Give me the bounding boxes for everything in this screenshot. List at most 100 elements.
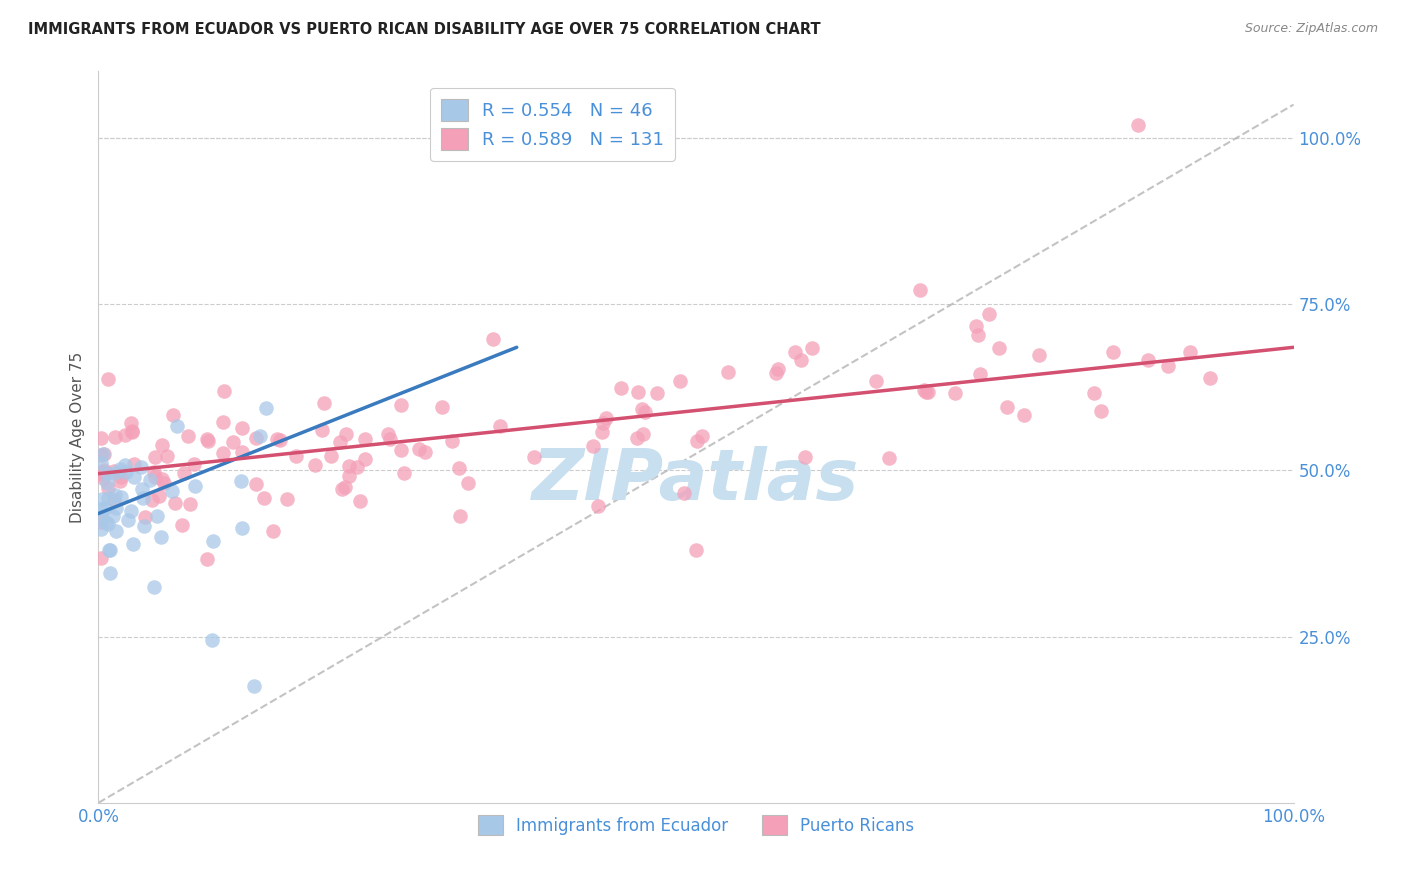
Point: [1128, 118, 1150, 132]
Point: [91, 465, 114, 479]
Point: [349, 494, 371, 508]
Point: [987, 342, 1010, 356]
Point: [346, 459, 368, 474]
Point: [595, 411, 617, 425]
Point: [229, 474, 252, 488]
Point: [98, 542, 121, 557]
Point: [90, 551, 112, 566]
Point: [90, 516, 112, 530]
Point: [523, 450, 546, 465]
Point: [97, 371, 120, 385]
Point: [122, 458, 145, 472]
Point: [392, 467, 415, 481]
Point: [150, 472, 173, 486]
Point: [114, 428, 136, 442]
Point: [98, 566, 121, 581]
Point: [115, 466, 138, 480]
Point: [166, 418, 188, 433]
Point: [1199, 370, 1222, 384]
Point: [245, 476, 267, 491]
Point: [943, 385, 966, 400]
Point: [90, 509, 112, 524]
Point: [686, 434, 709, 449]
Point: [378, 432, 401, 446]
Point: [212, 384, 235, 399]
Point: [1102, 344, 1125, 359]
Point: [146, 509, 169, 524]
Point: [141, 493, 163, 508]
Point: [1137, 352, 1160, 367]
Point: [1083, 386, 1105, 401]
Point: [90, 467, 112, 481]
Point: [586, 499, 609, 513]
Point: [170, 517, 193, 532]
Point: [90, 502, 112, 516]
Point: [132, 491, 155, 506]
Point: [110, 490, 132, 504]
Point: [121, 425, 143, 440]
Point: [142, 581, 165, 595]
Point: [117, 512, 139, 526]
Point: [995, 401, 1018, 415]
Point: [90, 448, 112, 462]
Point: [120, 416, 142, 430]
Point: [143, 465, 166, 479]
Point: [685, 543, 707, 558]
Point: [139, 473, 162, 487]
Point: [222, 434, 245, 449]
Point: [110, 474, 132, 488]
Point: [647, 386, 669, 401]
Point: [252, 491, 274, 505]
Point: [155, 449, 177, 463]
Point: [765, 366, 787, 380]
Point: [977, 307, 1000, 321]
Point: [408, 442, 430, 456]
Point: [195, 552, 218, 566]
Point: [1090, 403, 1112, 417]
Point: [202, 533, 225, 548]
Point: [212, 445, 235, 459]
Point: [785, 345, 807, 359]
Point: [330, 482, 353, 496]
Point: [917, 384, 939, 399]
Point: [150, 438, 173, 452]
Point: [97, 516, 120, 531]
Point: [335, 427, 357, 442]
Point: [440, 434, 463, 449]
Point: [249, 429, 271, 443]
Point: [449, 509, 471, 524]
Point: [243, 680, 266, 694]
Point: [582, 439, 605, 453]
Point: [266, 432, 288, 446]
Point: [212, 415, 235, 429]
Point: [335, 480, 357, 494]
Point: [610, 381, 633, 395]
Point: [669, 374, 692, 388]
Point: [150, 530, 173, 544]
Point: [195, 432, 218, 446]
Legend: Immigrants from Ecuador, Puerto Ricans: Immigrants from Ecuador, Puerto Ricans: [471, 808, 921, 842]
Point: [626, 431, 648, 445]
Point: [90, 431, 112, 445]
Point: [131, 459, 153, 474]
Point: [269, 433, 291, 447]
Point: [312, 396, 335, 410]
Point: [1157, 359, 1180, 373]
Point: [176, 428, 198, 442]
Point: [276, 491, 298, 506]
Point: [690, 428, 713, 442]
Point: [790, 352, 813, 367]
Point: [482, 332, 505, 346]
Point: [914, 384, 936, 399]
Point: [104, 430, 127, 444]
Point: [101, 508, 124, 523]
Point: [91, 471, 114, 485]
Point: [94, 515, 117, 529]
Point: [120, 504, 142, 518]
Point: [143, 470, 166, 484]
Point: [800, 341, 823, 355]
Point: [430, 400, 453, 414]
Point: [197, 434, 219, 449]
Point: [321, 450, 343, 464]
Point: [254, 401, 277, 416]
